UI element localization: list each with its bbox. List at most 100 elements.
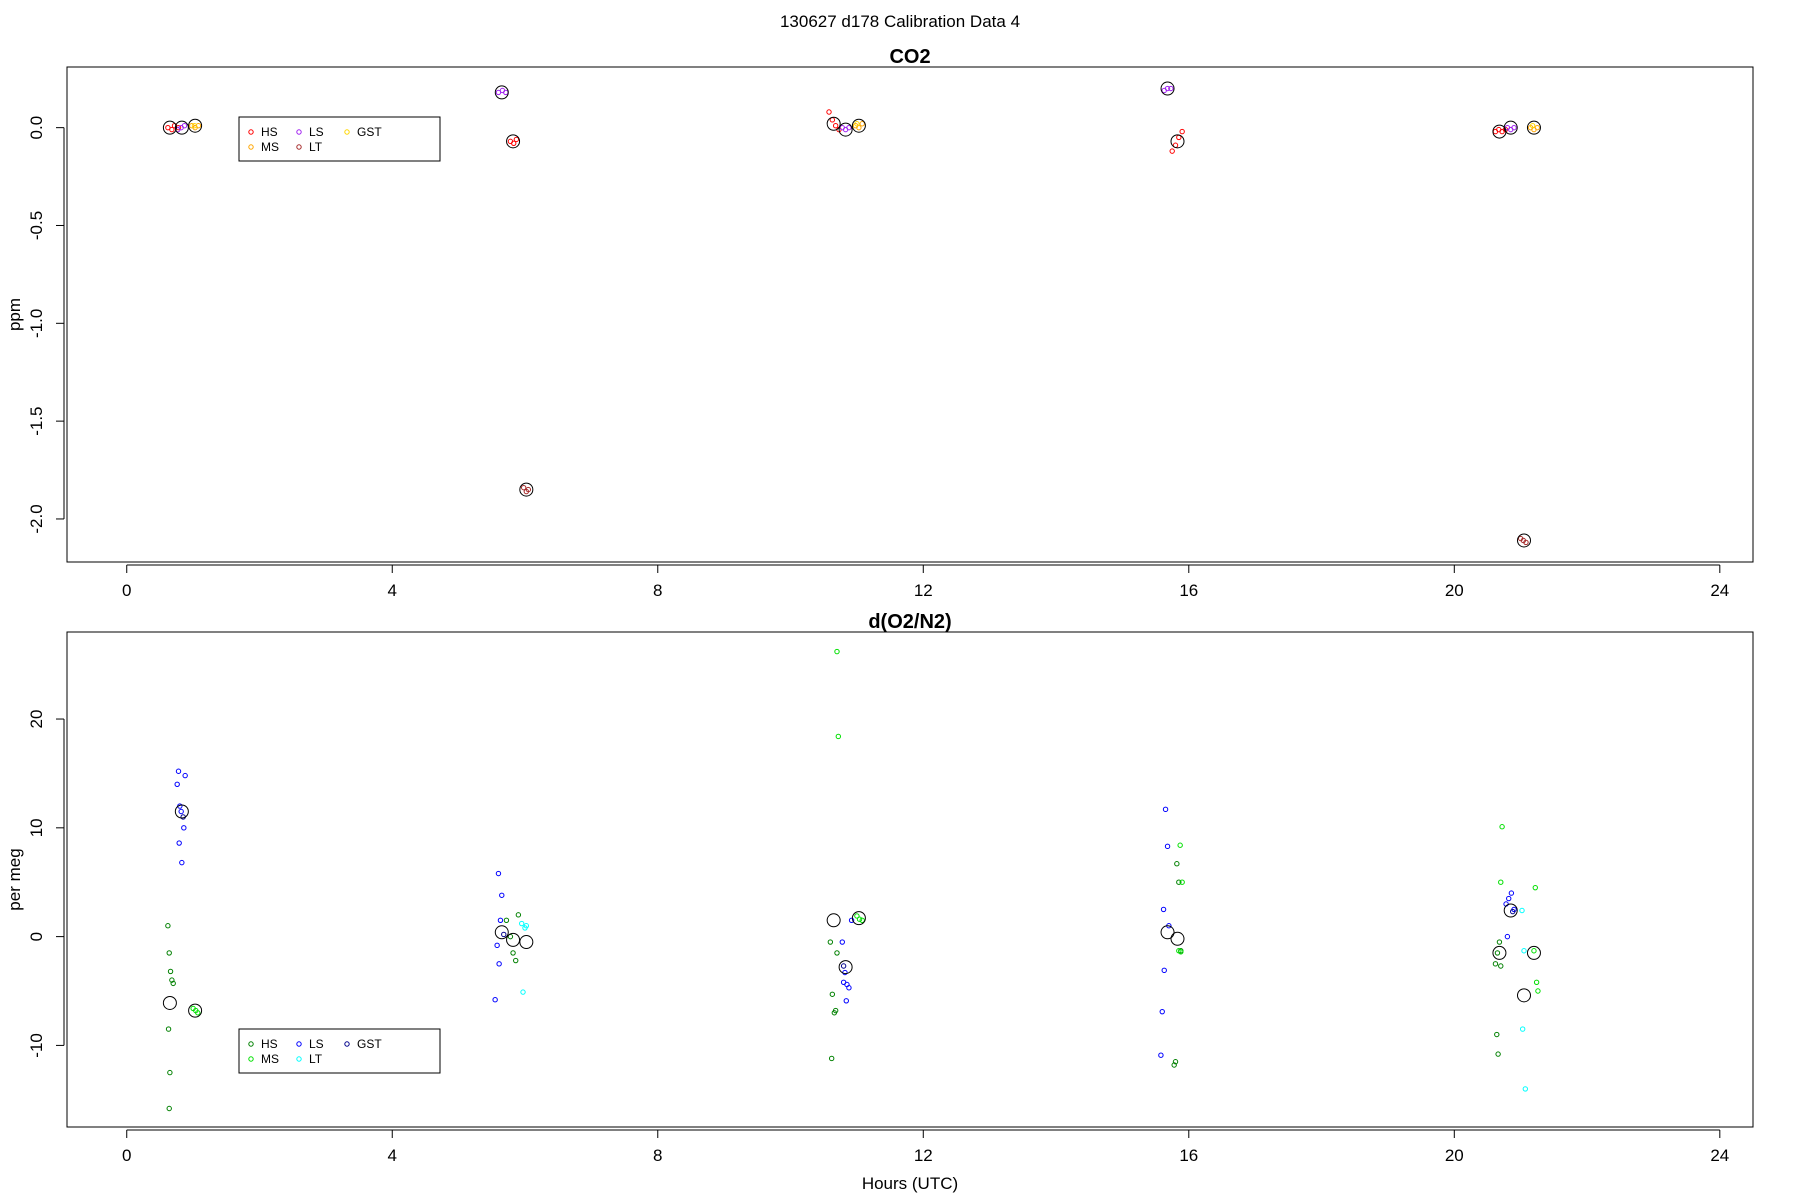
o2n2-data-point — [494, 942, 500, 949]
o2n2-x-axis-label: Hours (UTC) — [862, 1174, 958, 1193]
co2-data-point — [1523, 539, 1529, 546]
o2n2-series-lt — [518, 907, 1529, 1092]
co2-mean-marker — [1170, 134, 1185, 149]
o2n2-data-point — [513, 957, 519, 964]
o2n2-mean-marker — [494, 925, 509, 940]
co2-x-tick-label: 16 — [1179, 581, 1198, 600]
o2n2-data-point — [1519, 1026, 1526, 1032]
o2n2-data-point — [1159, 1008, 1165, 1015]
co2-chart-title: CO2 — [889, 46, 930, 68]
co2-mean-marker — [826, 116, 841, 131]
o2n2-data-point — [1162, 806, 1169, 813]
co2-y-tick-label: -1.0 — [27, 309, 46, 338]
co2-mean-marker — [519, 482, 534, 497]
o2n2-data-point — [827, 939, 834, 945]
o2n2-data-point — [179, 859, 185, 866]
o2n2-data-point — [518, 920, 525, 927]
o2n2-data-point — [1492, 961, 1499, 967]
o2n2-data-point — [854, 913, 860, 919]
co2-y-tick-label: 0.0 — [27, 116, 46, 140]
co2-mean-marker — [851, 118, 866, 133]
o2n2-data-point — [501, 931, 507, 938]
o2n2-data-point — [169, 977, 175, 983]
co2-data-point — [525, 486, 532, 493]
co2-y-tick-label: -1.5 — [27, 406, 46, 435]
o2n2-data-point — [495, 870, 502, 877]
co2-x-tick-label: 4 — [388, 581, 397, 600]
o2n2-data-point — [499, 892, 505, 898]
co2-y-tick-label: -0.5 — [27, 211, 46, 240]
co2-data-point — [859, 121, 865, 127]
o2n2-y-tick-label: 20 — [27, 710, 46, 729]
co2-data-point — [1511, 124, 1517, 131]
o2n2-data-point — [1178, 949, 1184, 955]
o2n2-y-tick-label: -10 — [27, 1033, 46, 1058]
co2-legend-swatch — [296, 129, 302, 135]
o2n2-x-tick-label: 20 — [1445, 1146, 1464, 1165]
o2n2-data-point — [829, 991, 836, 997]
o2n2-data-point — [176, 840, 182, 846]
figure-title: 130627 d178 Calibration Data 4 — [780, 12, 1020, 31]
o2n2-mean-marker — [162, 995, 177, 1010]
o2n2-data-point — [1171, 1062, 1177, 1068]
co2-legend-label: MS — [261, 140, 279, 154]
o2n2-data-point — [1158, 1052, 1164, 1058]
o2n2-data-point — [167, 968, 174, 975]
o2n2-mean-marker — [1526, 945, 1541, 960]
o2n2-mean-marker — [1492, 945, 1507, 960]
o2n2-data-point — [1498, 963, 1504, 969]
o2n2-data-point — [1532, 884, 1538, 891]
o2n2-mean-markers — [162, 804, 1541, 1018]
o2n2-x-tick-label: 12 — [914, 1146, 933, 1165]
o2n2-x-tick-label: 24 — [1710, 1146, 1729, 1165]
o2n2-y-axis-label: per meg — [5, 848, 24, 910]
o2n2-legend-box — [238, 1028, 441, 1074]
o2n2-data-point — [1531, 948, 1537, 954]
co2-legend-label: LS — [309, 125, 324, 139]
co2-mean-marker — [162, 120, 177, 135]
o2n2-data-point — [834, 648, 840, 655]
o2n2-data-point — [832, 1007, 839, 1014]
o2n2-mean-marker — [519, 935, 534, 950]
co2-data-point — [511, 140, 517, 147]
o2n2-mean-marker — [838, 960, 853, 975]
o2n2-data-point — [839, 939, 845, 945]
o2n2-data-point — [174, 781, 180, 788]
o2n2-y-tick-label: 0 — [27, 932, 46, 941]
co2-plot-frame — [66, 66, 1754, 563]
o2n2-data-point — [492, 997, 498, 1003]
o2n2-x-tick-label: 16 — [1179, 1146, 1198, 1165]
o2n2-data-point — [497, 917, 504, 923]
o2n2-data-point — [510, 950, 516, 956]
co2-data-point — [854, 121, 860, 127]
o2n2-data-point — [520, 989, 526, 995]
o2n2-data-point — [859, 917, 865, 923]
o2n2-data-point — [166, 1105, 172, 1112]
co2-data-point — [1534, 124, 1540, 131]
co2-data-point — [832, 122, 839, 129]
o2n2-series-gst — [180, 814, 1516, 969]
o2n2-data-point — [1499, 824, 1505, 830]
o2n2-data-point — [1179, 879, 1185, 885]
co2-data-point — [1169, 148, 1175, 154]
co2-legend-label: HS — [261, 125, 278, 139]
o2n2-mean-marker — [1516, 988, 1531, 1003]
o2n2-mean-marker — [506, 932, 521, 947]
o2n2-x-tick-label: 8 — [653, 1146, 662, 1165]
co2-mean-markers — [162, 81, 1541, 548]
co2-mean-marker — [188, 118, 203, 133]
co2-x-tick-label: 12 — [914, 581, 933, 600]
co2-data-point — [181, 122, 188, 129]
o2n2-legend-label: LS — [309, 1037, 324, 1051]
o2n2-chart-title: d(O2/N2) — [868, 611, 951, 633]
o2n2-data-point — [178, 808, 184, 815]
o2n2-data-point — [1510, 908, 1516, 915]
o2n2-data-point — [846, 985, 852, 991]
o2n2-series-ls — [174, 768, 1517, 1058]
o2n2-data-point — [515, 912, 522, 918]
o2n2-mean-marker — [188, 1003, 203, 1018]
co2-x-tick-label: 8 — [653, 581, 662, 600]
co2-x-tick-label: 0 — [122, 581, 131, 600]
o2n2-data-point — [856, 916, 863, 922]
o2n2-data-point — [1495, 1051, 1501, 1057]
